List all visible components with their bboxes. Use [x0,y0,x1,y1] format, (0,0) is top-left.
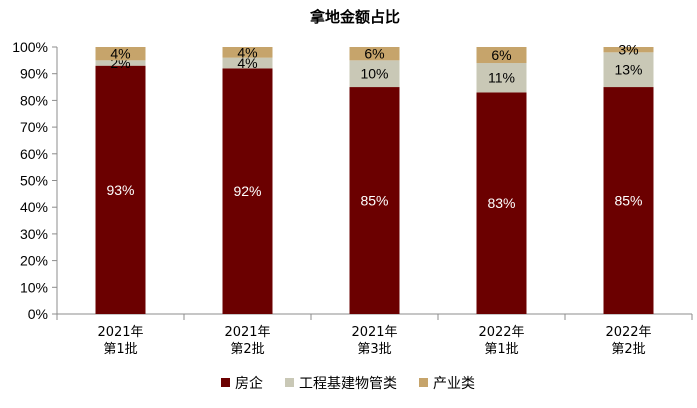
data-label: 93% [106,182,134,198]
bar-segment [476,63,527,93]
x-tick-label: 2022年第1批 [478,325,524,357]
legend-label: 房企 [235,375,263,392]
bar-stack: 85% 13% 3% [603,42,654,314]
x-tick-label: 2022年第2批 [605,325,651,357]
data-label: 92% [233,183,261,199]
y-tick-label: 0% [28,306,48,322]
x-axis: 2021年第1批 2021年第2批 2021年第3批 2022年第1批 2022年第2批 [56,313,693,357]
legend: 房企 工程基建物管类 产业类 [221,375,475,392]
bar-segment [349,87,400,314]
bar-stack: 92% 4%4% [222,44,273,314]
y-tick-label: 100% [12,39,48,55]
data-label: 10% [360,66,388,82]
y-tick-label: 60% [20,146,48,162]
data-label: 85% [360,193,388,209]
data-label: 13% [614,62,642,78]
bar-segment [476,47,527,64]
bar-segment [222,47,273,58]
chart-title: 拿地金额占比 [309,8,400,26]
bar-segment [476,92,527,314]
data-label: 4% [237,44,257,60]
data-label: 83% [487,195,515,211]
y-tick-label: 20% [20,253,48,269]
data-label: 4% [237,55,257,71]
bar-stack: 93%2%4% [95,46,146,314]
bar-segment [349,60,400,88]
y-axis: 0% 10% 20% 30% 40% 50% 60% 70% 80% 90% 100% [12,39,58,322]
y-tick-label: 90% [20,66,48,82]
bar-segment [222,57,273,69]
y-tick-label: 80% [20,92,48,108]
legend-swatch [285,378,294,387]
bar-segment [95,60,146,66]
x-tick-label: 2021年第3批 [351,325,397,357]
y-tick-label: 70% [20,119,48,135]
bar-segment [603,52,654,88]
y-tick-label: 40% [20,199,48,215]
x-tick-label: 2021年第1批 [97,325,143,357]
bar-segment [603,47,654,53]
y-tick-label: 10% [20,279,48,295]
bar-segment [95,65,146,314]
data-label: 6% [364,46,384,62]
y-tick-label: 30% [20,226,48,242]
y-tick-label: 50% [20,173,48,189]
bar-segment [95,47,146,61]
data-label: 3% [618,42,638,58]
data-label: 4% [110,46,130,62]
legend-swatch [419,378,428,387]
legend-label: 工程基建物管类 [299,375,397,392]
bars-group: 93%2%4%92%4%4%85%10%6%83%11%6%85%13%3% [95,42,654,314]
bar-stack: 83% 11% 6% [476,47,527,314]
data-label: 85% [614,193,642,209]
data-label: 6% [491,47,511,63]
data-label: 11% [488,70,515,86]
bar-segment [603,87,654,314]
bar-stack: 85% 10% 6% [349,46,400,314]
legend-swatch [221,378,230,387]
legend-label: 产业类 [433,376,475,392]
bar-segment [349,47,400,61]
x-tick-label: 2021年第2批 [224,325,270,357]
bar-segment [222,68,273,314]
